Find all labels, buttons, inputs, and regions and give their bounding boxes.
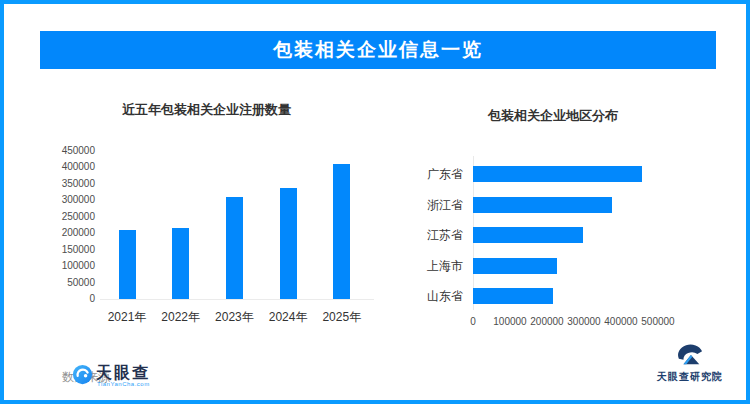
y-axis-tick-label: 100000: [19, 260, 95, 272]
x-axis-tick-label: 500000: [630, 316, 686, 327]
bar-浙江省: [473, 197, 612, 213]
category-label-江苏省: 江苏省: [409, 228, 463, 242]
y-axis-tick-label: 300000: [19, 194, 95, 206]
bar-2024年: [280, 188, 297, 299]
y-axis-tick-label: 0: [19, 293, 95, 305]
category-label-山东省: 山东省: [409, 289, 463, 303]
bar-2023年: [226, 197, 243, 299]
bar-江苏省: [473, 227, 583, 243]
y-axis-tick-label: 350000: [19, 178, 95, 190]
institute-logo-text: 天眼查研究院: [650, 370, 730, 384]
y-axis-tick-label: 250000: [19, 211, 95, 223]
y-axis-tick-label: 450000: [19, 145, 95, 157]
bar-上海市: [473, 258, 557, 274]
x-axis-category-label: 2025年: [310, 309, 374, 326]
x-axis-baseline: [100, 299, 374, 300]
right-chart-title: 包装相关企业地区分布: [488, 107, 618, 125]
bar-2021年: [119, 230, 136, 299]
tianyancha-logo-subtext: TianYanCha.com: [97, 381, 150, 387]
institute-logo: 天眼查研究院: [650, 342, 730, 384]
category-label-浙江省: 浙江省: [409, 198, 463, 212]
bar-2025年: [333, 164, 350, 299]
infographic-frame: 包装相关企业信息一览 近五年包装相关企业注册数量 450000 400000 350…: [0, 0, 750, 404]
tianyancha-logo-icon: [72, 364, 93, 385]
bar-山东省: [473, 288, 553, 304]
page-title: 包装相关企业信息一览: [40, 31, 716, 69]
y-axis-tick-label: 200000: [19, 227, 95, 239]
bar-广东省: [473, 166, 642, 182]
y-axis-tick-label: 150000: [19, 244, 95, 256]
institute-logo-icon: [675, 342, 705, 368]
left-chart-title: 近五年包装相关企业注册数量: [122, 101, 291, 119]
y-axis-tick-label: 400000: [19, 161, 95, 173]
bar-2022年: [172, 228, 189, 299]
y-axis-tick-label: 50000: [19, 277, 95, 289]
category-label-上海市: 上海市: [409, 259, 463, 273]
category-label-广东省: 广东省: [409, 167, 463, 181]
